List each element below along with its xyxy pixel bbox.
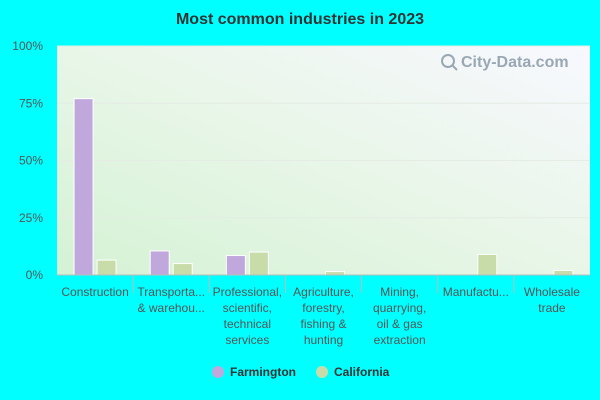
- bar-california-6[interactable]: [553, 269, 574, 276]
- bar-california-2[interactable]: [248, 251, 269, 276]
- x-tick-label: quarrying,: [373, 301, 426, 315]
- x-tick-label: Construction: [61, 285, 128, 299]
- magnifier-handle: [451, 64, 458, 71]
- x-tick-label: oil & gas: [377, 317, 423, 331]
- x-tick-label: scientific,: [223, 301, 272, 315]
- bar-farmington-1[interactable]: [149, 250, 170, 276]
- x-tick-label: fishing &: [300, 317, 346, 331]
- y-tick-label: 25%: [19, 211, 43, 225]
- watermark: City-Data.com: [441, 54, 569, 71]
- bar-farmington-0[interactable]: [73, 98, 94, 276]
- legend-label: California: [334, 365, 390, 379]
- x-tick-label: Agriculture,: [293, 285, 354, 299]
- x-tick-label: trade: [538, 301, 566, 315]
- gridlines: [57, 45, 590, 219]
- bar-california-5[interactable]: [477, 253, 498, 276]
- bar-farmington-2[interactable]: [225, 255, 246, 276]
- legend-swatch-california: [316, 366, 328, 378]
- x-tick-label: extraction: [374, 333, 426, 347]
- x-tick-label: Wholesale: [524, 285, 580, 299]
- y-tick-label: 50%: [19, 154, 43, 168]
- legend: Farmington California: [212, 365, 390, 379]
- x-tick-label: forestry,: [302, 301, 344, 315]
- watermark-text: City-Data.com: [461, 54, 569, 71]
- magnifier-icon: [441, 54, 455, 68]
- x-axis-categories: Construction Transporta... & warehou... Pro…: [61, 275, 580, 347]
- x-tick-label: technical: [224, 317, 271, 331]
- y-axis-ticks: 0% 25% 50% 75% 100%: [12, 39, 43, 282]
- legend-swatch-farmington: [212, 366, 224, 378]
- x-tick-label: & warehou...: [138, 301, 205, 315]
- x-tick-label: Transporta...: [137, 285, 205, 299]
- y-tick-label: 0%: [26, 268, 44, 282]
- bar-california-0[interactable]: [96, 259, 117, 276]
- x-tick-label: services: [225, 333, 269, 347]
- x-tick-label: hunting: [304, 333, 343, 347]
- x-tick-label: Mining,: [380, 285, 419, 299]
- x-tick-label: Manufactu...: [443, 285, 509, 299]
- legend-label: Farmington: [230, 365, 296, 379]
- y-tick-label: 75%: [19, 96, 43, 110]
- bar-california-1[interactable]: [172, 263, 193, 276]
- x-tick-label: Professional,: [213, 285, 282, 299]
- chart-title: Most common industries in 2023: [176, 11, 424, 28]
- bar-california-3[interactable]: [325, 271, 345, 276]
- bars-group: [57, 98, 590, 276]
- y-tick-label: 100%: [12, 39, 43, 53]
